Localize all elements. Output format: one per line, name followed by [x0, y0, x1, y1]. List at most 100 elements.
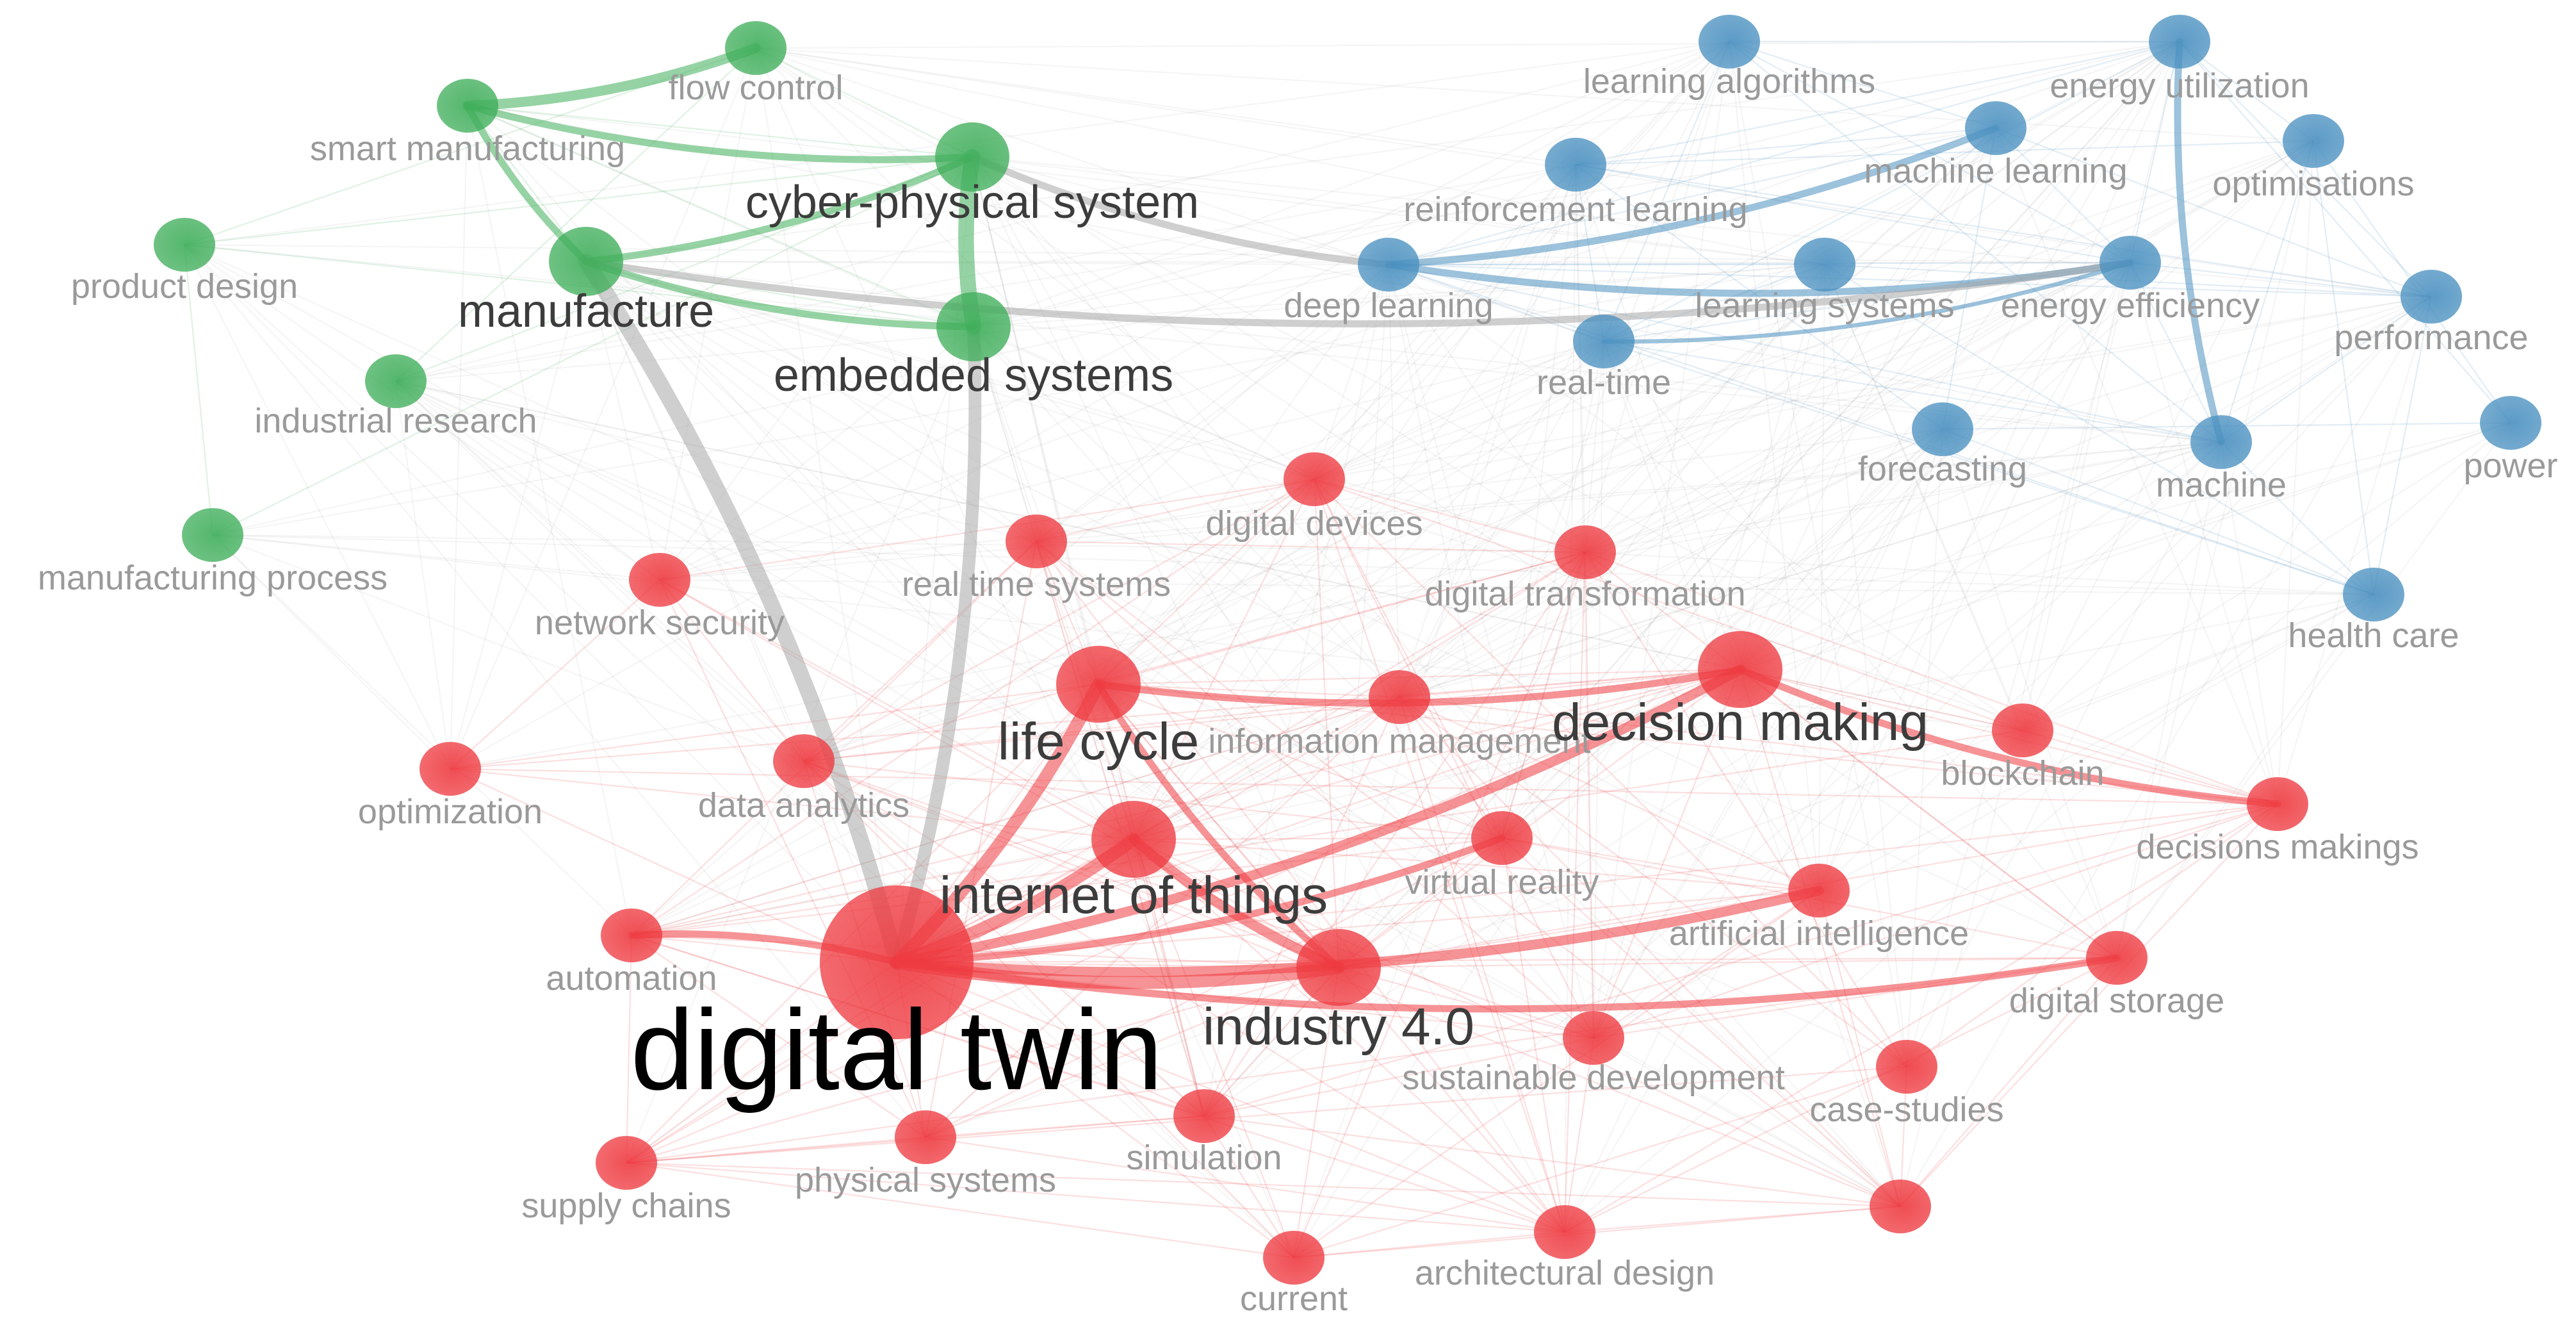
node-performance[interactable] — [2401, 270, 2462, 324]
link-industrial-research-machine-learning — [395, 127, 1996, 382]
node-embedded-systems[interactable] — [936, 292, 1011, 361]
node-manufacturing-process[interactable] — [182, 508, 243, 562]
label-digital-storage: digital storage — [2009, 982, 2224, 1020]
link-smart-manufacturing-real-time-systems — [467, 105, 1037, 542]
node-life-cycle[interactable] — [1056, 646, 1141, 723]
node-health-care[interactable] — [2343, 568, 2404, 621]
link-industrial-research-data-analytics — [395, 381, 804, 762]
node-real-time-systems[interactable] — [1006, 514, 1067, 568]
link-performance-health-care — [2372, 296, 2433, 595]
node-optimization[interactable] — [420, 742, 481, 796]
link-physical-systems-architectural-design — [925, 1136, 1565, 1233]
node-machine[interactable] — [2190, 415, 2252, 469]
link-flow-control-current — [754, 47, 1295, 1258]
node-machine-learning[interactable] — [1965, 101, 2026, 155]
node-forecasting[interactable] — [1912, 402, 1973, 456]
link-physical-systems-supply-chains — [626, 1136, 926, 1164]
node-real-time[interactable] — [1573, 315, 1634, 368]
link-virtual-reality-architectural-design — [1501, 837, 1566, 1233]
node-virtual-reality[interactable] — [1471, 811, 1533, 865]
node-flow-control[interactable] — [725, 21, 787, 75]
node-architectural-design[interactable] — [1534, 1205, 1595, 1259]
label-digital-twin: digital twin — [630, 986, 1162, 1114]
node-information-management[interactable] — [1369, 670, 1430, 724]
link-power-information-management — [1399, 422, 2511, 698]
node-decision-making[interactable] — [1698, 631, 1782, 708]
link-energy-utilization-artificial-intelligence — [1818, 41, 2181, 891]
node-sustainable-development[interactable] — [1563, 1011, 1624, 1065]
node-internet-of-things[interactable] — [1091, 801, 1176, 878]
link-flow-control-energy-utilization — [755, 40, 2180, 49]
strong-link-digital-twin-decision-making — [892, 664, 1745, 967]
link-cyber-physical-system-manufacturing-process — [212, 156, 973, 536]
node-power[interactable] — [2480, 396, 2541, 450]
link-real-time-information-management — [1399, 341, 1604, 698]
label-cyber-physical-system: cyber-physical system — [746, 177, 1199, 228]
link-flow-control-industrial-research — [395, 47, 756, 382]
label-smart-manufacturing: smart manufacturing — [310, 129, 625, 168]
link-learning-algorithms-artificial-intelligence — [1728, 41, 1820, 891]
node-energy-utilization[interactable] — [2149, 15, 2210, 69]
link-optimisations-blockchain — [2022, 140, 2314, 731]
link-digital-devices-digital-transformation — [1314, 478, 1586, 554]
node-network-security[interactable] — [629, 553, 690, 607]
node-product-design[interactable] — [154, 218, 215, 272]
node-case-studies[interactable] — [1876, 1040, 1937, 1094]
link-manufacture-life-cycle — [585, 261, 1099, 685]
link-architectural-design-case-node — [1564, 1205, 1901, 1233]
link-cyber-physical-system-deep-learning — [972, 156, 1389, 266]
label-forecasting: forecasting — [1858, 450, 2027, 488]
node-optimisations[interactable] — [2283, 114, 2344, 168]
node-simulation[interactable] — [1173, 1089, 1235, 1143]
node-digital-storage[interactable] — [2086, 931, 2148, 985]
node-deep-learning[interactable] — [1358, 238, 1419, 292]
link-information-management-case-node — [1399, 696, 1901, 1207]
node-physical-systems[interactable] — [895, 1110, 956, 1164]
node-digital-devices[interactable] — [1284, 452, 1345, 506]
node-artificial-intelligence[interactable] — [1788, 864, 1850, 917]
link-network-security-data-analytics — [659, 579, 804, 762]
link-optimization-internet-of-things — [450, 768, 1134, 841]
node-data-analytics[interactable] — [773, 734, 835, 788]
node-smart-manufacturing[interactable] — [437, 79, 498, 133]
link-machine-learning-decision-making — [1740, 127, 1996, 670]
node-current[interactable] — [1263, 1231, 1325, 1285]
link-decisions-makings-architectural-design — [1564, 803, 2278, 1233]
link-performance-machine — [2221, 296, 2432, 443]
link-deep-learning-artificial-intelligence — [1388, 264, 1820, 891]
link-machine-information-management — [1399, 441, 2222, 698]
link-machine-current — [1293, 441, 2222, 1258]
node-decisions-makings[interactable] — [2247, 777, 2308, 831]
node-digital-transformation[interactable] — [1554, 525, 1616, 579]
link-performance-virtual-reality — [1501, 296, 2432, 839]
link-optimisations-health-care — [2312, 140, 2375, 595]
link-reinforcement-learning-energy-efficiency — [1575, 163, 2131, 264]
node-reinforcement-learning[interactable] — [1545, 138, 1606, 192]
link-energy-utilization-case-node — [1899, 41, 2181, 1207]
node-digital-twin[interactable] — [820, 885, 974, 1039]
link-performance-decision-making — [1740, 296, 2432, 670]
link-optimisations-decision-making — [1740, 140, 2314, 670]
node-industrial-research[interactable] — [365, 354, 427, 408]
node-industry-4-0[interactable] — [1296, 929, 1381, 1006]
label-learning-algorithms: learning algorithms — [1583, 62, 1875, 101]
link-network-security-optimization — [450, 579, 660, 769]
link-machine-digital-transformation — [1585, 441, 2222, 554]
label-decision-making: decision making — [1552, 693, 1928, 752]
link-real-time-health-care — [1603, 340, 2374, 596]
node-automation[interactable] — [601, 909, 662, 962]
link-flow-control-digital-storage — [755, 47, 2117, 958]
node-learning-algorithms[interactable] — [1699, 15, 1760, 69]
link-virtual-reality-internet-of-things — [1133, 837, 1503, 841]
node-energy-efficiency[interactable] — [2099, 236, 2161, 290]
link-industrial-research-case-studies — [395, 380, 1907, 1068]
node-learning-systems[interactable] — [1794, 238, 1855, 292]
node-cyber-physical-system[interactable] — [935, 122, 1009, 192]
link-reinforcement-learning-virtual-reality — [1501, 164, 1577, 839]
label-architectural-design: architectural design — [1415, 1254, 1715, 1292]
node-blockchain[interactable] — [1992, 703, 2053, 757]
node-manufacture[interactable] — [549, 227, 623, 296]
link-smart-manufacturing-automation — [466, 105, 633, 936]
node-case-node[interactable] — [1870, 1180, 1931, 1233]
node-supply-chains[interactable] — [596, 1136, 657, 1190]
